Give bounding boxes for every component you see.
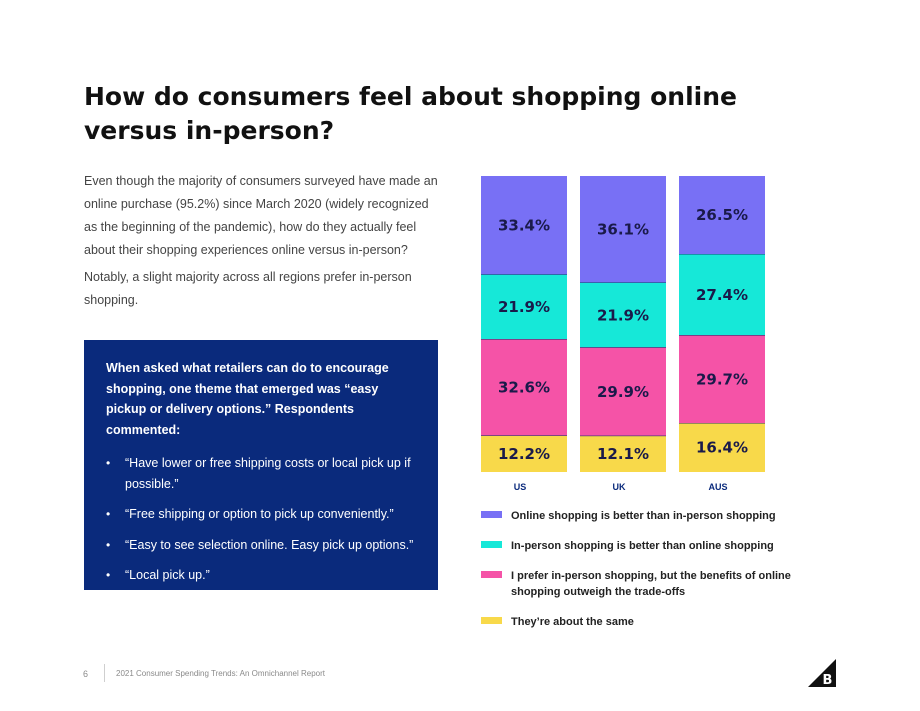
bar-segment xyxy=(481,176,567,275)
data-label: 27.4% xyxy=(696,286,748,304)
category-label: AUS xyxy=(708,482,727,492)
bigcommerce-b-logo-icon: B xyxy=(808,659,836,688)
summary-paragraph: Notably, a slight majority across all re… xyxy=(84,270,412,307)
bar-segment xyxy=(679,423,765,472)
bar-segment xyxy=(679,254,765,336)
bar-segment xyxy=(679,176,765,255)
legend-label: They’re about the same xyxy=(511,616,634,628)
quote-item: • “Have lower or free shipping costs or l… xyxy=(106,453,416,494)
bar-segment xyxy=(481,339,567,436)
bar-segment xyxy=(580,347,666,437)
legend-swatch xyxy=(481,617,502,624)
bar-segment xyxy=(580,282,666,348)
bullet-icon: • xyxy=(106,568,111,582)
data-label: 21.9% xyxy=(597,306,649,324)
bar-segment xyxy=(481,435,567,472)
legend-label: In-person shopping is better than online… xyxy=(511,540,774,552)
legend-label: Online shopping is better than in-person… xyxy=(511,510,776,522)
quote-callout-box: When asked what retailers can do to enco… xyxy=(84,340,438,590)
svg-text:B: B xyxy=(823,673,833,688)
data-label: 29.9% xyxy=(597,383,649,401)
page-title: How do consumers feel about shopping onl… xyxy=(84,82,737,145)
bullet-icon: • xyxy=(106,456,111,470)
data-label: 29.7% xyxy=(696,371,748,389)
quote-text: “Have lower or free shipping costs or lo… xyxy=(125,456,411,491)
quote-item: • “Free shipping or option to pick up con… xyxy=(106,504,416,525)
page-number: 6 xyxy=(83,669,89,679)
quote-item: • “Easy to see selection online. Easy pic… xyxy=(106,535,416,556)
quote-item: • “Local pick up.” xyxy=(106,565,416,586)
data-label: 16.4% xyxy=(696,439,748,457)
data-label: 33.4% xyxy=(498,216,550,234)
intro-paragraph: Even though the majority of consumers su… xyxy=(84,174,438,257)
quote-text: “Local pick up.” xyxy=(125,568,210,582)
data-label: 32.6% xyxy=(498,379,550,397)
bullet-icon: • xyxy=(106,537,111,552)
data-label: 12.1% xyxy=(597,445,649,463)
legend-swatch xyxy=(481,511,502,518)
legend-label: I prefer in-person shopping, but the ben… xyxy=(511,570,791,598)
legend-swatch xyxy=(481,571,502,578)
quote-text: “Easy to see selection online. Easy pick… xyxy=(125,537,414,552)
data-label: 26.5% xyxy=(696,206,748,224)
bar-segment xyxy=(580,436,666,472)
bar-segment xyxy=(481,274,567,340)
bar-segment xyxy=(580,176,666,283)
data-label: 12.2% xyxy=(498,445,550,463)
callout-heading: When asked what retailers can do to enco… xyxy=(106,361,389,437)
quote-text: “Free shipping or option to pick up conv… xyxy=(125,507,394,521)
bar-segment xyxy=(679,335,765,424)
footer-report-title: 2021 Consumer Spending Trends: An Omnich… xyxy=(116,669,326,678)
data-label: 21.9% xyxy=(498,298,550,316)
footer-divider xyxy=(104,664,105,682)
bullet-icon: • xyxy=(106,507,111,521)
data-label: 36.1% xyxy=(597,220,649,238)
legend-swatch xyxy=(481,541,502,548)
category-label: UK xyxy=(613,482,626,492)
quote-list: • “Have lower or free shipping costs or l… xyxy=(106,453,416,586)
category-label: US xyxy=(514,482,527,492)
